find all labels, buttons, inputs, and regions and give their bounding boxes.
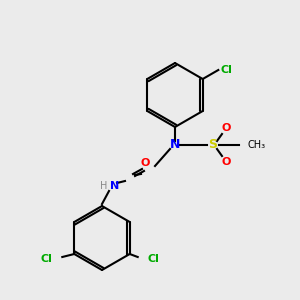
- Text: H: H: [100, 181, 107, 191]
- Text: O: O: [140, 158, 150, 168]
- Text: O: O: [221, 157, 231, 167]
- Text: Cl: Cl: [220, 65, 232, 75]
- Text: S: S: [208, 139, 217, 152]
- Text: Cl: Cl: [148, 254, 160, 264]
- Text: Cl: Cl: [40, 254, 52, 264]
- Text: N: N: [170, 139, 180, 152]
- Text: CH₃: CH₃: [247, 140, 265, 150]
- Text: N: N: [110, 181, 119, 191]
- Text: O: O: [221, 123, 231, 133]
